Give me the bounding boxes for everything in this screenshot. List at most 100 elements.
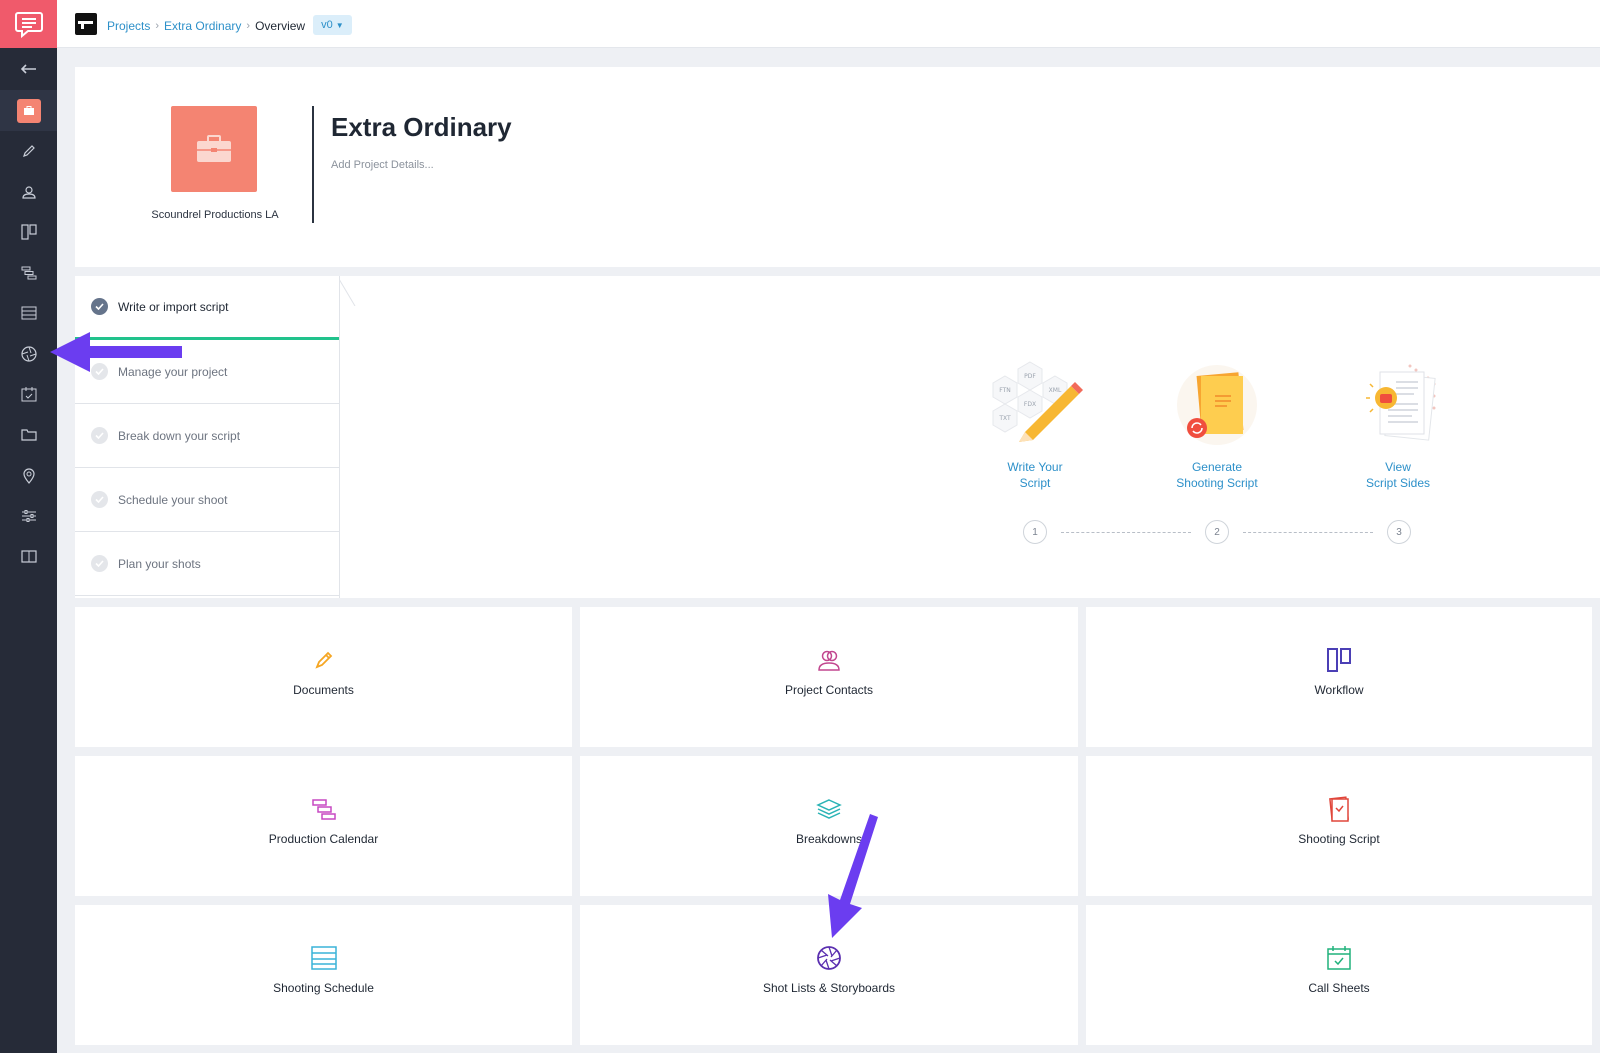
- step-label: Break down your script: [118, 428, 241, 443]
- sidebar-back-button[interactable]: [0, 48, 57, 89]
- onboarding-step-write-script[interactable]: Write or import script: [75, 276, 339, 340]
- tile-label: Shot Lists & Storyboards: [762, 981, 896, 995]
- tile-label: Production Calendar: [268, 832, 379, 846]
- chevron-down-icon: ▼: [335, 21, 344, 30]
- project-title[interactable]: Extra Ordinary: [331, 112, 512, 142]
- tile-label: Workflow: [1314, 683, 1364, 697]
- step-label: Write or import script: [118, 299, 229, 314]
- format-label: XML: [1049, 387, 1062, 394]
- feature-label-line1: Write Your: [1007, 460, 1063, 474]
- feature-label: View Script Sides: [1343, 459, 1453, 491]
- project-thumbnail[interactable]: [75, 13, 97, 35]
- tile-shot-lists-storyboards[interactable]: Shot Lists & Storyboards: [580, 905, 1078, 1045]
- check-circle-icon: [91, 363, 108, 380]
- sidebar-item-contacts[interactable]: [0, 171, 57, 212]
- tile-project-contacts[interactable]: Project Contacts: [580, 607, 1078, 747]
- tile-label: Project Contacts: [784, 683, 874, 697]
- tile-breakdowns[interactable]: Breakdowns: [580, 756, 1078, 896]
- feature-view-script-sides[interactable]: View Script Sides: [1343, 360, 1453, 491]
- script-icon: [1329, 796, 1349, 822]
- contacts-icon: [818, 650, 840, 671]
- version-label: v0: [321, 19, 333, 31]
- sidebar-item-shot-lists[interactable]: [0, 333, 57, 374]
- tile-shooting-schedule[interactable]: Shooting Schedule: [75, 905, 572, 1045]
- check-circle-icon: [91, 427, 108, 444]
- sidebar-item-overview[interactable]: [0, 90, 57, 131]
- sidebar-item-settings[interactable]: [0, 495, 57, 536]
- breadcrumb-project-link[interactable]: Extra Ordinary: [164, 19, 242, 33]
- workflow-icon: [20, 223, 37, 240]
- sidebar-item-help[interactable]: [0, 536, 57, 577]
- sidebar-item-call-sheets[interactable]: [0, 373, 57, 414]
- onboarding-step-schedule[interactable]: Schedule your shoot: [75, 468, 339, 532]
- sidebar-item-locations[interactable]: [0, 455, 57, 496]
- call-sheet-icon: [1327, 946, 1351, 970]
- contacts-icon: [21, 185, 36, 199]
- step-label: Manage your project: [118, 364, 228, 379]
- tile-workflow[interactable]: Workflow: [1086, 607, 1592, 747]
- breadcrumb-projects-link[interactable]: Projects: [107, 19, 151, 33]
- tile-label: Call Sheets: [1308, 981, 1370, 995]
- calendar-gantt-icon: [21, 266, 36, 279]
- step-connector: [1243, 532, 1373, 533]
- workflow-icon: [1327, 648, 1351, 672]
- onboarding-step-plan-shots[interactable]: Plan your shots: [75, 532, 339, 596]
- onboarding-step-break-down[interactable]: Break down your script: [75, 404, 339, 468]
- feature-write-script[interactable]: PDF FTN XML FDX TXT Write Your Script: [980, 360, 1090, 491]
- sidebar-item-workflow[interactable]: [0, 211, 57, 252]
- feature-generate-shooting-script[interactable]: Generate Shooting Script: [1162, 360, 1272, 491]
- location-pin-icon: [22, 467, 35, 484]
- script-formats-pencil-icon: PDF FTN XML FDX TXT: [992, 361, 1083, 442]
- back-arrow-icon: [20, 63, 36, 74]
- format-label: FDX: [1024, 401, 1036, 408]
- aperture-icon: [20, 345, 37, 362]
- project-header: Scoundrel Productions LA Extra Ordinary …: [75, 67, 1600, 267]
- onboarding-panel: Write or import script Manage your proje…: [75, 276, 1600, 598]
- script-sides-thumbs-up-icon: [1366, 364, 1436, 441]
- book-icon: [20, 550, 37, 563]
- step-number-badge: 2: [1205, 520, 1229, 544]
- tile-call-sheets[interactable]: Call Sheets: [1086, 905, 1592, 1045]
- tile-production-calendar[interactable]: Production Calendar: [75, 756, 572, 896]
- feature-label: Generate Shooting Script: [1162, 459, 1272, 491]
- step-number-badge: 3: [1387, 520, 1411, 544]
- tile-documents[interactable]: Documents: [75, 607, 572, 747]
- step-number-badge: 1: [1023, 520, 1047, 544]
- sidebar-item-calendar[interactable]: [0, 252, 57, 293]
- sidebar-item-files[interactable]: [0, 414, 57, 455]
- settings-sliders-icon: [21, 509, 36, 522]
- breadcrumb: Projects › Extra Ordinary › Overview v0 …: [107, 15, 352, 36]
- briefcase-icon: [197, 135, 231, 162]
- layers-icon: [816, 799, 842, 819]
- check-circle-icon: [91, 555, 108, 572]
- tile-label: Breakdowns: [795, 832, 863, 846]
- tab-notch: [339, 276, 356, 306]
- sidebar-item-stripboard[interactable]: [0, 292, 57, 333]
- feature-label-line2: Script: [1019, 476, 1051, 490]
- version-dropdown[interactable]: v0 ▼: [313, 15, 352, 35]
- chat-bubble-logo-icon: [14, 12, 43, 39]
- feature-label-line1: Generate: [1191, 460, 1243, 474]
- chevron-right-icon: ›: [246, 20, 251, 32]
- feature-label-line1: View: [1385, 460, 1411, 474]
- project-thumbnail-image-icon: [78, 21, 93, 29]
- aperture-icon: [817, 946, 841, 970]
- feature-label-line2: Shooting Script: [1176, 476, 1258, 490]
- app-logo[interactable]: [0, 0, 57, 48]
- project-avatar[interactable]: [171, 106, 257, 192]
- header-divider: [312, 106, 314, 223]
- shooting-script-pages-icon: [1177, 365, 1257, 445]
- call-sheet-icon: [21, 386, 36, 401]
- add-project-details-link[interactable]: Add Project Details...: [331, 159, 434, 171]
- project-overview-icon: [23, 105, 34, 115]
- format-label: FTN: [999, 387, 1011, 394]
- pencil-icon: [22, 144, 35, 157]
- format-label: PDF: [1024, 373, 1036, 380]
- breadcrumb-current: Overview: [255, 19, 306, 33]
- sidebar-item-documents[interactable]: [0, 130, 57, 171]
- onboarding-step-manage-project[interactable]: Manage your project: [75, 340, 339, 404]
- company-name: Scoundrel Productions LA: [151, 209, 279, 221]
- tile-shooting-script[interactable]: Shooting Script: [1086, 756, 1592, 896]
- feature-label: Write Your Script: [980, 459, 1090, 491]
- step-label: Schedule your shoot: [118, 492, 228, 507]
